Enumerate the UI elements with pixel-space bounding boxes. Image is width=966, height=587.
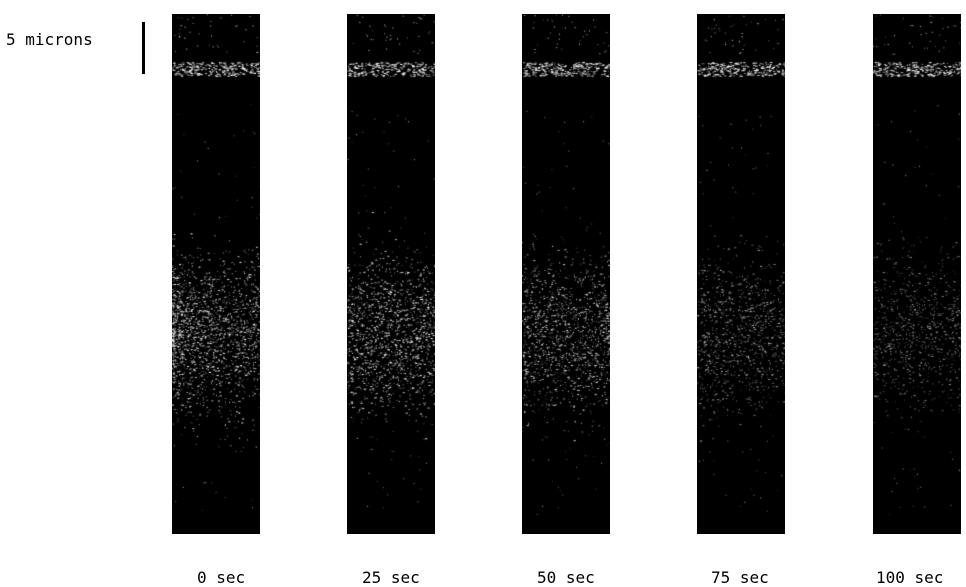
- time-label-100s: 100 sec: [876, 568, 944, 587]
- image-panel-100s: [873, 14, 961, 534]
- fluorescence-image-25s: [347, 14, 435, 534]
- time-label-25s: 25 sec: [362, 568, 420, 587]
- time-label-50s: 50 sec: [537, 568, 595, 587]
- time-label-0s: 0 sec: [197, 568, 246, 587]
- scale-bar-label: 5 microns: [6, 30, 93, 49]
- time-label-75s: 75 sec: [711, 568, 769, 587]
- scale-bar: [142, 22, 145, 74]
- image-panel-75s: [697, 14, 785, 534]
- fluorescence-image-100s: [873, 14, 961, 534]
- image-panel-50s: [522, 14, 610, 534]
- fluorescence-image-75s: [697, 14, 785, 534]
- image-panel-25s: [347, 14, 435, 534]
- fluorescence-image-50s: [522, 14, 610, 534]
- image-panel-0s: [172, 14, 260, 534]
- fluorescence-image-0s: [172, 14, 260, 534]
